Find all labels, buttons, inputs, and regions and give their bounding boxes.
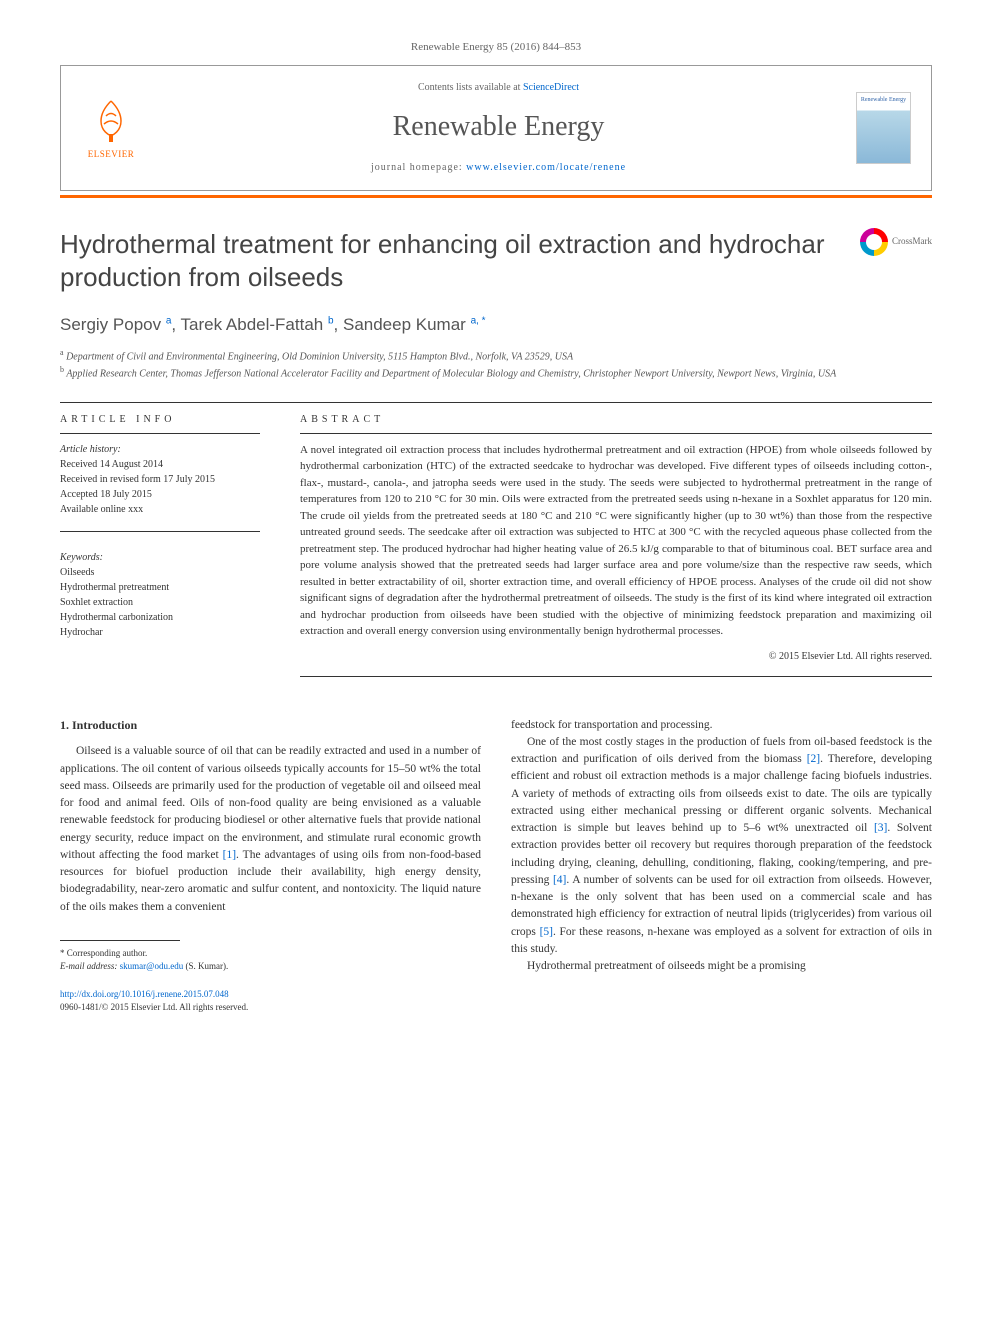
keyword: Oilseeds xyxy=(60,565,260,580)
citation-link[interactable]: [3] xyxy=(874,822,887,834)
journal-cover-thumbnail: Renewable Energy xyxy=(856,92,911,164)
section-number: 1. xyxy=(60,718,69,732)
email-footnote: E-mail address: skumar@odu.edu (S. Kumar… xyxy=(60,960,481,973)
citation-link[interactable]: [1] xyxy=(223,849,236,861)
body-two-column: 1. Introduction Oilseed is a valuable so… xyxy=(60,717,932,1014)
body-paragraph: One of the most costly stages in the pro… xyxy=(511,734,932,958)
divider xyxy=(300,676,932,677)
body-paragraph: feedstock for transportation and process… xyxy=(511,717,932,734)
article-info-column: ARTICLE INFO Article history: Received 1… xyxy=(60,403,260,677)
crossmark-badge[interactable]: CrossMark xyxy=(860,228,932,256)
accepted-date: Accepted 18 July 2015 xyxy=(60,487,260,502)
affiliations: a Department of Civil and Environmental … xyxy=(60,347,932,382)
citation-link[interactable]: [5] xyxy=(540,926,553,938)
received-date: Received 14 August 2014 xyxy=(60,457,260,472)
abstract-text: A novel integrated oil extraction proces… xyxy=(300,442,932,640)
doi-block: http://dx.doi.org/10.1016/j.renene.2015.… xyxy=(60,988,481,1013)
body-paragraph: Hydrothermal pretreatment of oilseeds mi… xyxy=(511,958,932,975)
history-label: Article history: xyxy=(60,442,260,457)
abstract-label: ABSTRACT xyxy=(300,403,932,433)
journal-reference: Renewable Energy 85 (2016) 844–853 xyxy=(60,40,932,55)
accent-bar xyxy=(60,195,932,198)
citation-link[interactable]: [4] xyxy=(553,874,566,886)
abstract-column: ABSTRACT A novel integrated oil extracti… xyxy=(300,403,932,677)
article-title: Hydrothermal treatment for enhancing oil… xyxy=(60,228,840,296)
section-title: Introduction xyxy=(72,718,137,732)
homepage-prefix: journal homepage: xyxy=(371,162,466,173)
body-column-right: feedstock for transportation and process… xyxy=(511,717,932,1014)
article-history: Article history: Received 14 August 2014… xyxy=(60,442,260,517)
footnote-separator xyxy=(60,940,180,941)
elsevier-logo: ELSEVIER xyxy=(81,93,141,163)
journal-header-box: ELSEVIER Contents lists available at Sci… xyxy=(60,65,932,190)
affiliation-b: b Applied Research Center, Thomas Jeffer… xyxy=(60,364,932,381)
email-suffix: (S. Kumar). xyxy=(183,961,228,971)
divider xyxy=(60,531,260,532)
homepage-url[interactable]: www.elsevier.com/locate/renene xyxy=(466,162,626,173)
sciencedirect-link[interactable]: ScienceDirect xyxy=(523,82,579,93)
journal-name: Renewable Energy xyxy=(141,107,856,146)
article-info-label: ARTICLE INFO xyxy=(60,403,260,433)
affiliation-a: a Department of Civil and Environmental … xyxy=(60,347,932,364)
body-paragraph: Oilseed is a valuable source of oil that… xyxy=(60,743,481,916)
elsevier-label: ELSEVIER xyxy=(88,148,135,161)
keywords-label: Keywords: xyxy=(60,550,260,565)
issn-copyright: 0960-1481/© 2015 Elsevier Ltd. All right… xyxy=(60,1002,248,1012)
doi-link[interactable]: http://dx.doi.org/10.1016/j.renene.2015.… xyxy=(60,989,229,999)
online-date: Available online xxx xyxy=(60,502,260,517)
citation-link[interactable]: [2] xyxy=(807,753,820,765)
contents-prefix: Contents lists available at xyxy=(418,82,523,93)
author-list: Sergiy Popov a, Tarek Abdel-Fattah b, Sa… xyxy=(60,313,932,337)
section-heading: 1. Introduction xyxy=(60,717,481,734)
abstract-copyright: © 2015 Elsevier Ltd. All rights reserved… xyxy=(300,650,932,664)
keyword: Hydrothermal pretreatment xyxy=(60,580,260,595)
corresponding-author-note: * Corresponding author. xyxy=(60,947,481,960)
divider xyxy=(300,433,932,434)
crossmark-icon xyxy=(860,228,888,256)
cover-title: Renewable Energy xyxy=(857,93,910,104)
journal-homepage-line: journal homepage: www.elsevier.com/locat… xyxy=(141,161,856,175)
keyword: Soxhlet extraction xyxy=(60,595,260,610)
elsevier-tree-icon xyxy=(86,96,136,146)
divider xyxy=(60,433,260,434)
keyword: Hydrochar xyxy=(60,625,260,640)
keyword: Hydrothermal carbonization xyxy=(60,610,260,625)
revised-date: Received in revised form 17 July 2015 xyxy=(60,472,260,487)
author-email-link[interactable]: skumar@odu.edu xyxy=(120,961,184,971)
keywords-block: Keywords: Oilseeds Hydrothermal pretreat… xyxy=(60,550,260,640)
email-label: E-mail address: xyxy=(60,961,120,971)
body-column-left: 1. Introduction Oilseed is a valuable so… xyxy=(60,717,481,1014)
crossmark-label: CrossMark xyxy=(892,235,932,248)
contents-available-line: Contents lists available at ScienceDirec… xyxy=(141,81,856,95)
